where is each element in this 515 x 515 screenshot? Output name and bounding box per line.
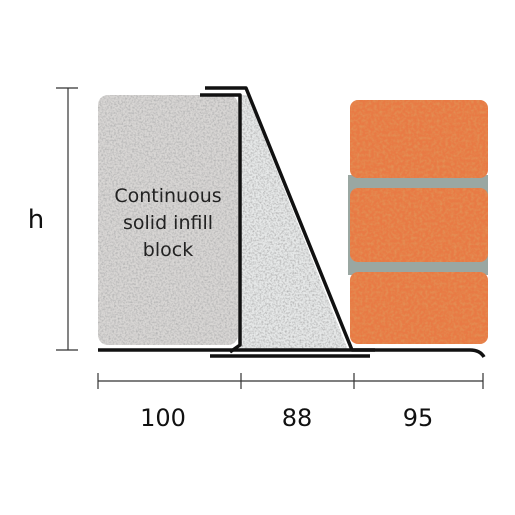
dimension-label: 100: [140, 404, 186, 432]
infill-block: [98, 95, 238, 345]
block-label: Continuous: [114, 185, 221, 207]
height-dimension: [56, 87, 78, 351]
dimension-label: 88: [282, 404, 313, 432]
lintel-infill: [240, 95, 348, 350]
block-label: solid infill: [123, 212, 213, 234]
block-label: block: [143, 239, 193, 261]
width-dimension: [97, 373, 484, 389]
brick: [350, 100, 488, 178]
lintel-profile: [98, 86, 486, 358]
brick: [350, 272, 488, 344]
dimension-label: 95: [403, 404, 434, 432]
height-label: h: [28, 205, 44, 235]
brick: [350, 188, 488, 262]
